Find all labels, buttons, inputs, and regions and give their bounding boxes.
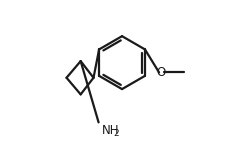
Text: O: O (157, 66, 166, 79)
Text: NH: NH (102, 124, 120, 137)
Text: 2: 2 (113, 129, 119, 138)
